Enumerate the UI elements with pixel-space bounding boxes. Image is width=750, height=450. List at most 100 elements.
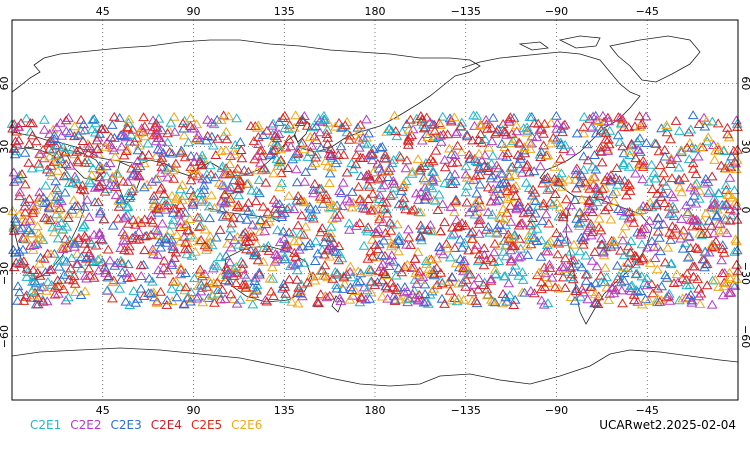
observation-marker <box>606 283 618 293</box>
observation-marker <box>155 242 167 252</box>
observation-marker <box>687 110 699 120</box>
observation-marker <box>592 299 604 308</box>
observation-marker <box>551 228 562 238</box>
observation-marker <box>143 149 155 159</box>
observation-marker <box>617 229 629 239</box>
observation-marker <box>260 177 272 187</box>
observation-marker <box>139 231 151 241</box>
observation-marker <box>224 268 235 278</box>
observation-marker <box>232 163 244 173</box>
observation-marker <box>41 196 53 206</box>
observation-marker <box>415 187 427 197</box>
observation-marker <box>509 294 521 304</box>
observation-marker <box>45 264 57 274</box>
observation-marker <box>212 288 224 298</box>
observation-marker <box>509 133 521 143</box>
observation-marker <box>450 128 462 138</box>
observation-marker <box>586 121 598 131</box>
observation-marker <box>461 129 473 139</box>
observation-marker <box>14 287 25 297</box>
observation-marker <box>122 273 134 282</box>
observation-marker <box>37 234 49 244</box>
observation-marker <box>501 185 513 195</box>
observation-marker <box>255 215 267 224</box>
observation-marker <box>634 133 646 143</box>
observation-marker <box>485 275 497 285</box>
observation-marker <box>149 225 161 234</box>
observation-marker <box>46 201 58 211</box>
observation-marker <box>279 207 290 217</box>
x-tick-label: −45 <box>636 404 659 417</box>
observation-marker <box>624 247 636 257</box>
observation-marker <box>643 176 655 186</box>
observation-marker <box>626 280 638 290</box>
observation-marker <box>310 152 322 162</box>
observation-marker <box>630 153 642 163</box>
observation-marker <box>58 269 70 279</box>
observation-marker <box>575 291 587 301</box>
observation-marker <box>470 295 482 305</box>
observation-marker <box>81 273 92 283</box>
observation-marker <box>194 156 206 166</box>
observation-marker <box>228 263 240 273</box>
observation-marker <box>478 249 490 259</box>
observation-marker <box>43 203 55 213</box>
observation-marker <box>204 160 216 170</box>
observation-marker <box>63 274 75 284</box>
observation-marker <box>450 258 462 268</box>
observation-marker <box>260 164 272 174</box>
observation-marker <box>249 276 261 285</box>
observation-marker <box>312 296 324 306</box>
observation-marker <box>492 183 504 193</box>
observation-marker <box>259 226 270 236</box>
observation-marker <box>21 271 33 281</box>
observation-marker <box>155 269 167 279</box>
observation-marker <box>353 126 365 136</box>
observation-marker <box>525 285 537 295</box>
observation-marker <box>104 255 116 265</box>
observation-marker <box>559 253 571 263</box>
legend-item-c2e4: C2E4 <box>150 418 182 432</box>
observation-marker <box>388 178 400 188</box>
observation-marker <box>103 271 114 280</box>
observation-marker <box>165 117 177 127</box>
observation-marker <box>500 292 512 302</box>
observation-marker <box>292 298 304 308</box>
observation-marker <box>376 291 388 301</box>
observation-marker <box>333 117 345 127</box>
observation-marker <box>212 133 224 143</box>
observation-marker <box>474 163 486 173</box>
observation-marker <box>405 114 416 124</box>
observation-marker <box>387 189 399 199</box>
observation-marker <box>685 124 697 134</box>
observation-marker <box>264 273 276 283</box>
observation-marker <box>539 118 550 128</box>
observation-marker <box>634 146 646 156</box>
observation-marker <box>422 132 433 141</box>
observation-marker <box>493 163 504 173</box>
observation-marker <box>194 212 206 222</box>
observation-marker <box>566 269 578 279</box>
coastline-japan <box>293 117 311 143</box>
observation-marker <box>687 213 699 223</box>
x-tick-label: 180 <box>365 404 386 417</box>
observation-marker <box>164 146 176 156</box>
observation-marker <box>288 236 300 246</box>
observation-marker <box>396 185 407 195</box>
observation-marker <box>335 141 347 151</box>
observation-marker <box>174 282 186 291</box>
observation-marker <box>302 277 313 287</box>
observation-marker <box>34 187 45 197</box>
observation-marker <box>201 169 213 179</box>
observation-marker <box>637 155 649 165</box>
observation-marker <box>655 246 666 256</box>
observation-marker <box>694 299 706 308</box>
observation-marker <box>530 196 542 205</box>
observation-marker <box>437 129 449 139</box>
observation-marker <box>120 146 132 155</box>
observation-marker <box>53 261 65 271</box>
observation-marker <box>269 144 281 154</box>
observation-marker <box>597 110 609 120</box>
observation-marker <box>101 161 112 171</box>
observation-marker <box>151 230 163 240</box>
